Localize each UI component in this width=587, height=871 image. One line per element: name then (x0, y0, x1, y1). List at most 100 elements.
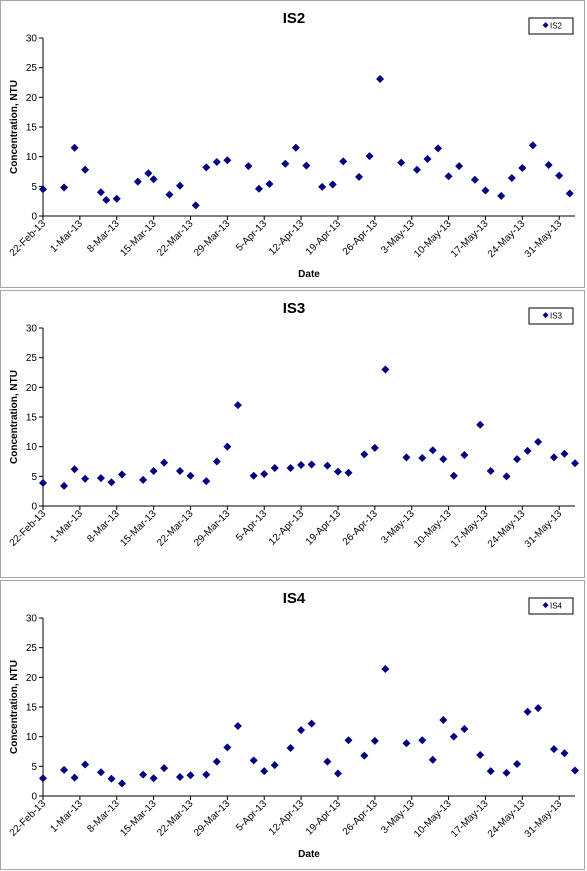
data-point (523, 446, 532, 455)
data-point (439, 455, 448, 464)
data-point (333, 467, 342, 476)
data-point (281, 159, 290, 168)
data-point (96, 768, 105, 777)
data-point (376, 74, 385, 83)
data-point (286, 743, 295, 752)
chart-svg-is2: IS2 0 5 10 15 20 25 30 22-Feb-13 1-Mar-13 8-Mar-13… (8, 10, 575, 280)
y-tick-label: 5 (31, 472, 37, 483)
chart-title: IS4 (283, 590, 306, 607)
x-tick-label: 1-Mar-13 (49, 508, 86, 545)
data-point (439, 716, 448, 725)
data-point (112, 194, 121, 203)
data-point (544, 160, 553, 169)
data-point (223, 743, 232, 752)
x-tick-label: 31-May-13 (523, 508, 565, 550)
data-point (344, 468, 353, 477)
x-tick-label: 29-Mar-13 (192, 508, 233, 549)
chart-svg-is4: IS4 0 5 10 15 20 25 30 22-Feb-13 1-Mar-13 8-Mar-13… (8, 590, 579, 860)
y-tick-label: 5 (31, 762, 37, 773)
y-tick-label: 10 (26, 152, 38, 163)
data-point (297, 726, 306, 735)
legend-box (528, 597, 574, 615)
chart-title: IS3 (283, 300, 306, 317)
y-tick-label: 20 (26, 673, 38, 684)
data-point (202, 770, 211, 779)
y-tick-label: 0 (31, 212, 37, 223)
y-tick-label: 25 (26, 353, 38, 364)
data-point (513, 455, 522, 464)
x-tick-label: 26-Apr-13 (341, 798, 381, 838)
data-point (102, 195, 111, 204)
data-point (355, 172, 364, 181)
x-tick-label: 22-Feb-13 (8, 508, 49, 549)
data-point (528, 141, 537, 150)
y-tick-label: 10 (26, 732, 38, 743)
legend-label: IS4 (550, 602, 563, 611)
data-point (39, 185, 47, 194)
x-tick-label: 17-May-13 (449, 798, 491, 840)
x-tick-label: 22-Mar-13 (155, 508, 196, 549)
data-point (560, 449, 569, 458)
data-point (175, 181, 184, 190)
x-tick-label: 15-Mar-13 (118, 508, 159, 549)
data-point (486, 466, 495, 475)
x-tick-label: 31-May-13 (523, 218, 565, 260)
data-point (402, 453, 411, 462)
y-tick-label: 10 (26, 442, 38, 453)
legend: IS2 (528, 17, 574, 35)
data-point (118, 470, 127, 479)
x-tick-label: 22-Mar-13 (155, 798, 196, 839)
data-point (418, 453, 427, 462)
data-point (212, 757, 221, 766)
data-point (381, 365, 390, 374)
legend: IS4 (528, 597, 574, 615)
x-tick-label: 8-Mar-13 (85, 218, 122, 255)
data-point (507, 174, 516, 183)
y-tick-label: 15 (26, 703, 38, 714)
data-point (549, 745, 558, 754)
data-point (39, 478, 47, 487)
data-point (571, 459, 579, 468)
x-tick-label: 26-Apr-13 (341, 218, 381, 258)
x-tick-label: 10-May-13 (412, 798, 454, 840)
chart-panel-is4: IS4 0 5 10 15 20 25 30 22-Feb-13 1-Mar-13 8-Mar-13… (0, 580, 585, 870)
data-point (418, 736, 427, 745)
data-point (476, 751, 485, 760)
data-point (470, 175, 479, 184)
x-tick-label: 5-Apr-13 (234, 508, 270, 544)
x-tick-label: 24-May-13 (486, 508, 528, 550)
x-tick-label: 19-Apr-13 (304, 798, 344, 838)
data-point (107, 478, 116, 487)
data-point (476, 420, 485, 429)
data-point (434, 144, 443, 153)
data-point (534, 704, 543, 713)
data-point (502, 472, 511, 481)
data-point (534, 437, 543, 446)
data-point (233, 401, 242, 410)
data-point (70, 773, 79, 782)
data-point (549, 453, 558, 462)
data-point (254, 184, 263, 193)
data-point (223, 156, 232, 165)
data-point (118, 779, 127, 788)
data-point (497, 191, 506, 200)
data-point (133, 177, 142, 186)
data-point (339, 157, 348, 166)
data-point (428, 446, 437, 455)
y-tick-label: 0 (31, 792, 37, 803)
data-point (186, 471, 195, 480)
data-point (307, 460, 316, 469)
x-tick-label: 22-Feb-13 (8, 218, 49, 259)
x-tick-label: 17-May-13 (449, 218, 491, 260)
data-point (160, 458, 169, 467)
chart-title: IS2 (283, 10, 306, 27)
data-point (175, 466, 184, 475)
data-point (249, 756, 258, 765)
data-point (81, 165, 90, 174)
x-tick-label: 12-Apr-13 (267, 508, 307, 548)
data-point (70, 465, 79, 474)
data-point (449, 732, 458, 741)
data-point (344, 736, 353, 745)
x-tick-label: 5-Apr-13 (234, 798, 270, 834)
legend-box (528, 307, 574, 325)
